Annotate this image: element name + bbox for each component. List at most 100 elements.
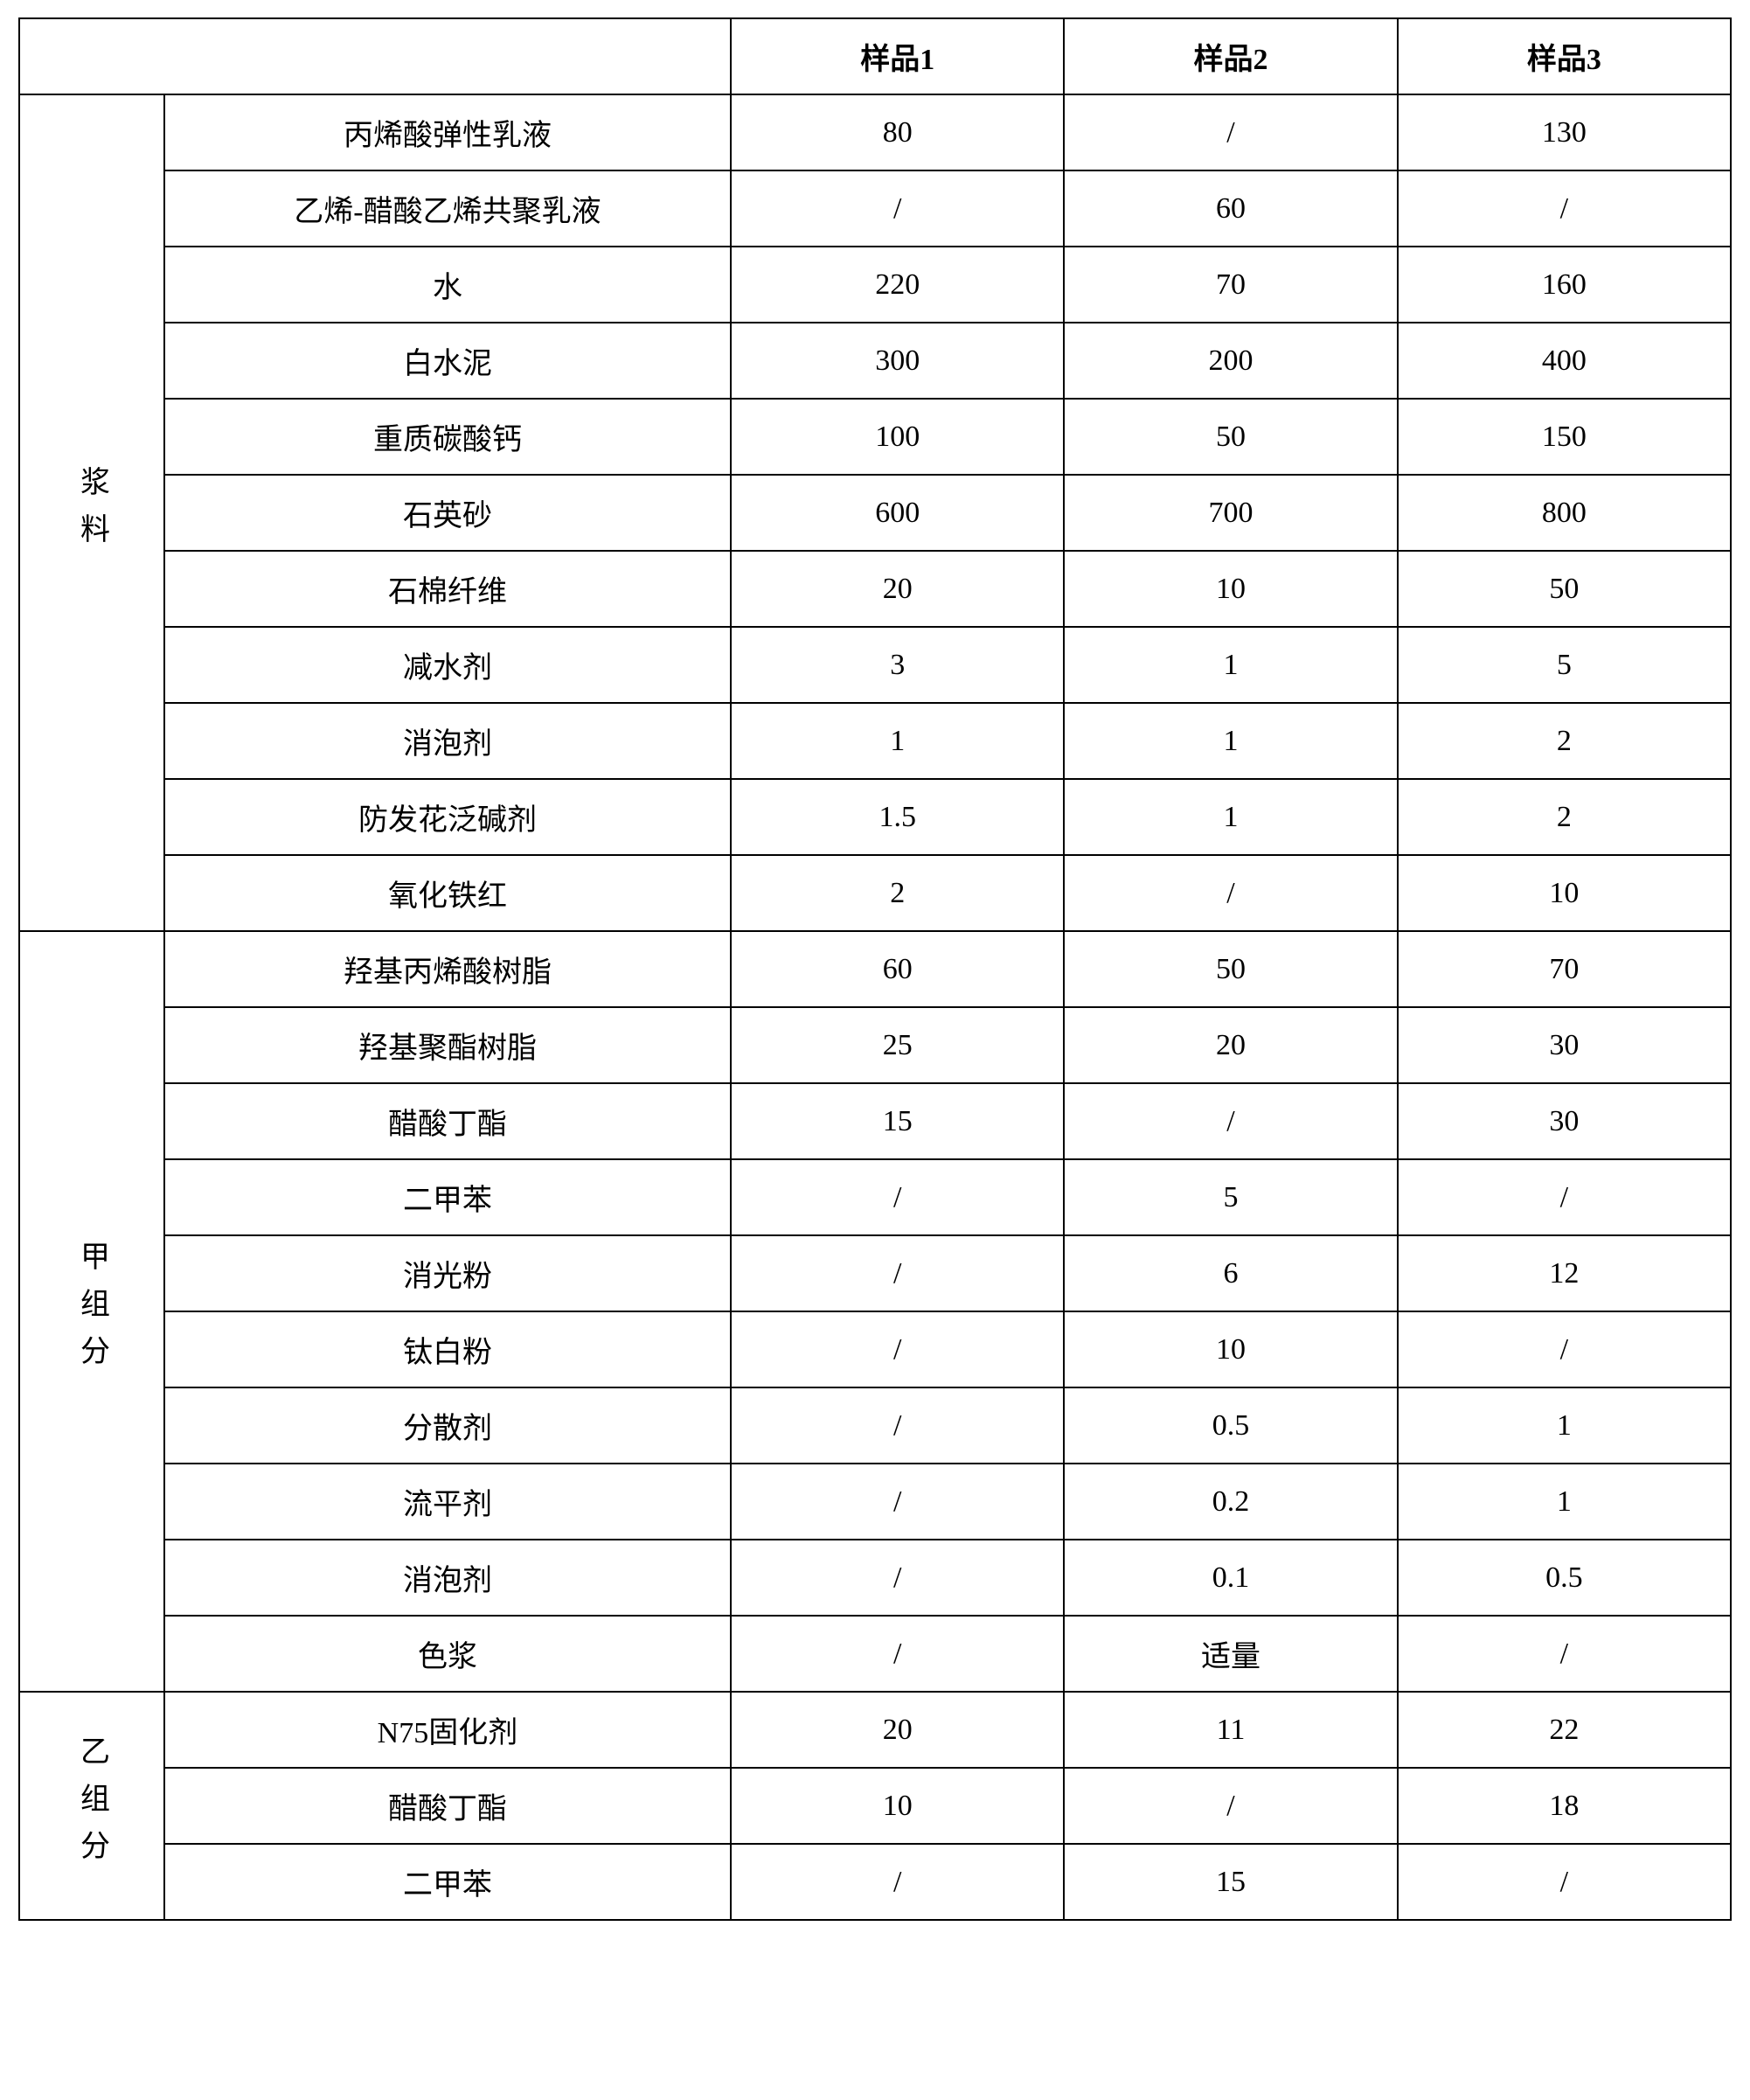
ingredient-name: 流平剂: [164, 1464, 731, 1540]
cell-value: 10: [1064, 1311, 1397, 1387]
table-row: 减水剂315: [19, 627, 1731, 703]
ingredient-name: 白水泥: [164, 323, 731, 399]
ingredient-name: 钛白粉: [164, 1311, 731, 1387]
cell-value: 30: [1398, 1007, 1731, 1083]
ingredient-name: 水: [164, 247, 731, 323]
ingredient-name: 石英砂: [164, 475, 731, 551]
cell-value: 1.5: [731, 779, 1064, 855]
table-row: 氧化铁红2/10: [19, 855, 1731, 931]
ingredient-name: 石棉纤维: [164, 551, 731, 627]
ingredient-name: 色浆: [164, 1616, 731, 1692]
cell-value: 3: [731, 627, 1064, 703]
cell-value: 10: [731, 1768, 1064, 1844]
cell-value: /: [1064, 1083, 1397, 1159]
cell-value: /: [1398, 1616, 1731, 1692]
cell-value: /: [1064, 855, 1397, 931]
cell-value: 200: [1064, 323, 1397, 399]
cell-value: 5: [1398, 627, 1731, 703]
group-label: 乙组分: [19, 1692, 164, 1920]
ingredient-name: 丙烯酸弹性乳液: [164, 94, 731, 170]
cell-value: 18: [1398, 1768, 1731, 1844]
cell-value: 10: [1064, 551, 1397, 627]
cell-value: 0.5: [1398, 1540, 1731, 1616]
header-sample2: 样品2: [1064, 18, 1397, 94]
cell-value: 0.2: [1064, 1464, 1397, 1540]
header-sample3: 样品3: [1398, 18, 1731, 94]
cell-value: 20: [1064, 1007, 1397, 1083]
cell-value: 220: [731, 247, 1064, 323]
table-row: 水22070160: [19, 247, 1731, 323]
cell-value: 0.5: [1064, 1387, 1397, 1464]
cell-value: /: [1398, 1159, 1731, 1235]
cell-value: 12: [1398, 1235, 1731, 1311]
formulation-table: 样品1 样品2 样品3 浆料丙烯酸弹性乳液80/130乙烯-醋酸乙烯共聚乳液/6…: [18, 17, 1732, 1921]
ingredient-name: 消泡剂: [164, 1540, 731, 1616]
cell-value: 150: [1398, 399, 1731, 475]
header-sample1: 样品1: [731, 18, 1064, 94]
cell-value: 0.1: [1064, 1540, 1397, 1616]
cell-value: 700: [1064, 475, 1397, 551]
cell-value: 130: [1398, 94, 1731, 170]
cell-value: /: [731, 170, 1064, 247]
cell-value: 50: [1064, 931, 1397, 1007]
cell-value: /: [731, 1235, 1064, 1311]
cell-value: 2: [731, 855, 1064, 931]
table-row: 分散剂/0.51: [19, 1387, 1731, 1464]
cell-value: 10: [1398, 855, 1731, 931]
table-row: 醋酸丁酯10/18: [19, 1768, 1731, 1844]
cell-value: 6: [1064, 1235, 1397, 1311]
table-row: 消泡剂112: [19, 703, 1731, 779]
cell-value: /: [1064, 1768, 1397, 1844]
cell-value: 25: [731, 1007, 1064, 1083]
cell-value: 适量: [1064, 1616, 1397, 1692]
cell-value: 1: [1398, 1387, 1731, 1464]
cell-value: 1: [731, 703, 1064, 779]
cell-value: /: [731, 1311, 1064, 1387]
ingredient-name: 防发花泛碱剂: [164, 779, 731, 855]
table-row: 羟基聚酯树脂252030: [19, 1007, 1731, 1083]
cell-value: 15: [1064, 1844, 1397, 1920]
ingredient-name: 重质碳酸钙: [164, 399, 731, 475]
cell-value: /: [731, 1464, 1064, 1540]
cell-value: 15: [731, 1083, 1064, 1159]
ingredient-name: 消光粉: [164, 1235, 731, 1311]
cell-value: /: [1398, 1844, 1731, 1920]
table-row: 消泡剂/0.10.5: [19, 1540, 1731, 1616]
table-row: 浆料丙烯酸弹性乳液80/130: [19, 94, 1731, 170]
table-row: 钛白粉/10/: [19, 1311, 1731, 1387]
cell-value: 2: [1398, 703, 1731, 779]
cell-value: 70: [1064, 247, 1397, 323]
cell-value: /: [731, 1540, 1064, 1616]
table-row: 乙组分N75固化剂201122: [19, 1692, 1731, 1768]
table-row: 石棉纤维201050: [19, 551, 1731, 627]
table-row: 醋酸丁酯15/30: [19, 1083, 1731, 1159]
cell-value: 22: [1398, 1692, 1731, 1768]
header-empty: [19, 18, 731, 94]
cell-value: 20: [731, 551, 1064, 627]
ingredient-name: 氧化铁红: [164, 855, 731, 931]
table-row: 色浆/适量/: [19, 1616, 1731, 1692]
cell-value: 100: [731, 399, 1064, 475]
cell-value: 1: [1398, 1464, 1731, 1540]
group-label: 甲组分: [19, 931, 164, 1692]
cell-value: 30: [1398, 1083, 1731, 1159]
cell-value: 1: [1064, 779, 1397, 855]
ingredient-name: N75固化剂: [164, 1692, 731, 1768]
cell-value: 300: [731, 323, 1064, 399]
ingredient-name: 乙烯-醋酸乙烯共聚乳液: [164, 170, 731, 247]
cell-value: 80: [731, 94, 1064, 170]
ingredient-name: 醋酸丁酯: [164, 1083, 731, 1159]
ingredient-name: 醋酸丁酯: [164, 1768, 731, 1844]
ingredient-name: 消泡剂: [164, 703, 731, 779]
ingredient-name: 减水剂: [164, 627, 731, 703]
cell-value: 160: [1398, 247, 1731, 323]
cell-value: /: [731, 1159, 1064, 1235]
cell-value: /: [731, 1616, 1064, 1692]
ingredient-name: 羟基聚酯树脂: [164, 1007, 731, 1083]
cell-value: 2: [1398, 779, 1731, 855]
cell-value: 1: [1064, 627, 1397, 703]
cell-value: 50: [1064, 399, 1397, 475]
table-row: 流平剂/0.21: [19, 1464, 1731, 1540]
table-header-row: 样品1 样品2 样品3: [19, 18, 1731, 94]
table-row: 消光粉/612: [19, 1235, 1731, 1311]
